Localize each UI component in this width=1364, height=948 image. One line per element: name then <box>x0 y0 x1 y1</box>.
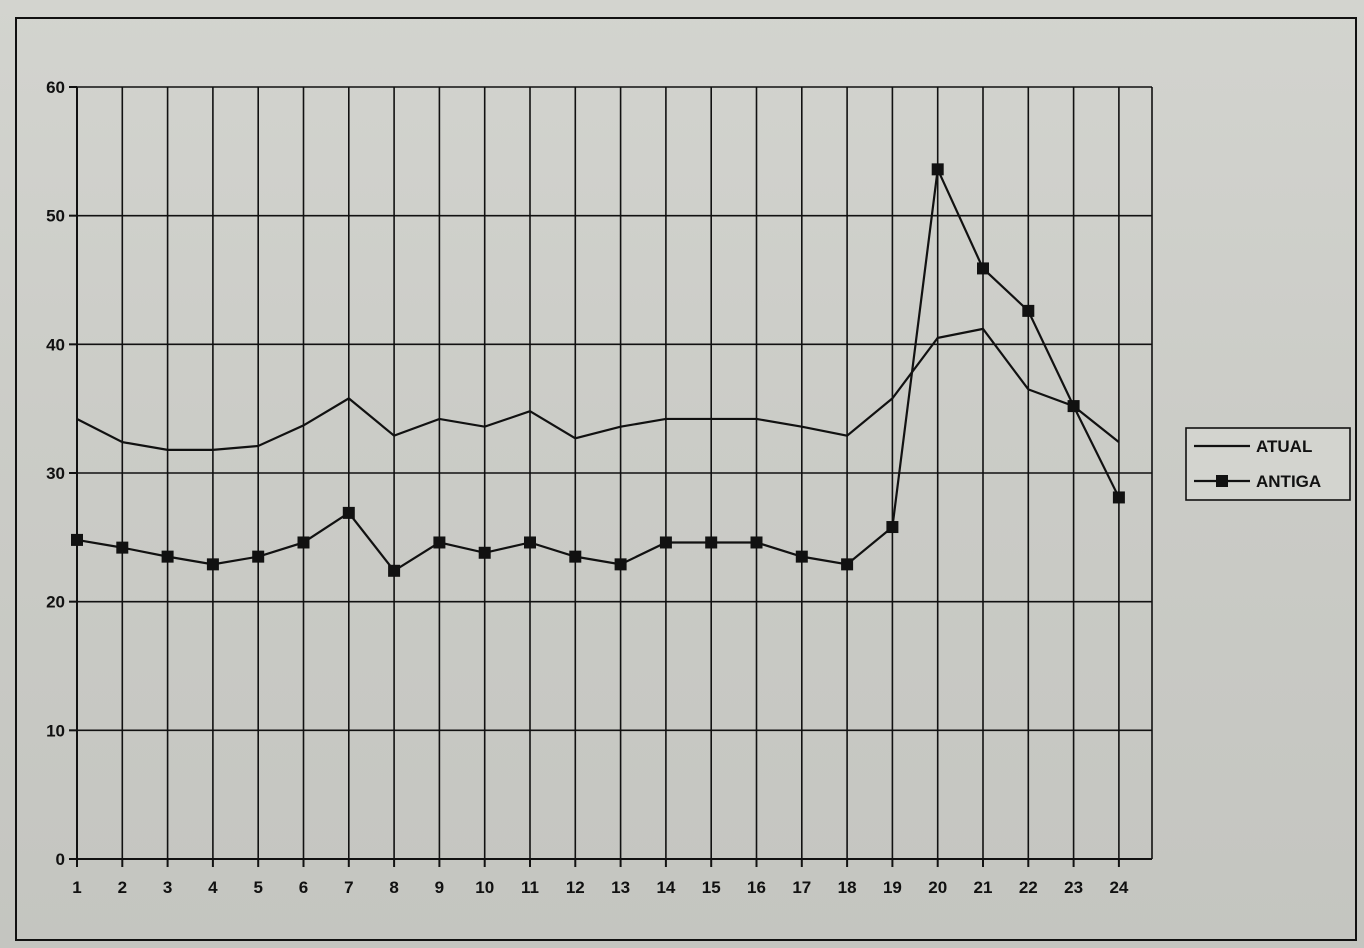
point-antiga-19 <box>886 521 899 534</box>
point-antiga-4 <box>206 558 219 571</box>
point-antiga-2 <box>116 541 129 554</box>
x-tick-label-16: 16 <box>747 878 766 897</box>
series-atual <box>76 327 1120 451</box>
point-antiga-21 <box>977 262 989 275</box>
y-tick-label-40: 40 <box>46 335 65 354</box>
x-tick-label-19: 19 <box>883 878 902 897</box>
legend: ATUAL ANTIGA <box>1185 427 1351 501</box>
point-antiga-18 <box>841 558 854 571</box>
series-line-atual <box>76 327 1120 451</box>
point-antiga-14 <box>659 536 672 549</box>
x-tick-label-20: 20 <box>928 878 947 897</box>
grid <box>76 86 1153 859</box>
legend-swatch-marker-antiga <box>1216 475 1228 487</box>
x-tick-label-21: 21 <box>974 878 993 897</box>
y-tick-label-10: 10 <box>46 721 65 740</box>
x-tick-label-10: 10 <box>475 878 494 897</box>
point-antiga-20 <box>931 163 944 176</box>
legend-label-atual: ATUAL <box>1256 437 1312 456</box>
point-antiga-7 <box>342 506 355 519</box>
y-tick-label-20: 20 <box>46 593 65 612</box>
x-tick-label-2: 2 <box>118 878 127 897</box>
point-antiga-13 <box>614 558 627 571</box>
x-tick-label-17: 17 <box>792 878 811 897</box>
point-antiga-1 <box>71 533 83 546</box>
x-tick-label-7: 7 <box>344 878 353 897</box>
point-antiga-16 <box>750 536 763 549</box>
x-tick-label-13: 13 <box>611 878 630 897</box>
y-tick-label-0: 0 <box>56 850 65 869</box>
y-tick-label-30: 30 <box>46 464 65 483</box>
point-antiga-8 <box>388 564 401 577</box>
chart-frame <box>15 17 1357 941</box>
point-antiga-24 <box>1112 491 1125 504</box>
x-tick-label-8: 8 <box>389 878 398 897</box>
point-antiga-12 <box>569 550 582 563</box>
x-tick-label-9: 9 <box>435 878 444 897</box>
x-tick-label-5: 5 <box>253 878 262 897</box>
point-antiga-6 <box>297 536 310 549</box>
y-axis-ticks: 0 10 20 30 40 50 60 <box>46 78 77 869</box>
point-antiga-23 <box>1067 400 1080 413</box>
x-tick-label-22: 22 <box>1019 878 1038 897</box>
x-axis-ticks: 1 2 3 4 5 6 7 8 9 10 11 12 13 14 15 16 17 18 19 20 21 22 23 24 <box>72 859 1129 897</box>
point-antiga-3 <box>161 550 174 563</box>
y-tick-label-50: 50 <box>46 207 65 226</box>
series-line-antiga <box>76 165 1120 573</box>
point-antiga-15 <box>705 536 718 549</box>
x-tick-label-12: 12 <box>566 878 585 897</box>
point-antiga-5 <box>252 550 265 563</box>
point-antiga-17 <box>795 550 808 563</box>
x-tick-label-6: 6 <box>299 878 308 897</box>
x-tick-label-18: 18 <box>838 878 857 897</box>
series-group <box>71 163 1125 577</box>
point-antiga-9 <box>433 536 446 549</box>
x-tick-label-23: 23 <box>1064 878 1083 897</box>
x-tick-label-14: 14 <box>656 878 675 897</box>
point-antiga-11 <box>524 536 536 549</box>
series-antiga <box>71 163 1125 577</box>
x-tick-label-1: 1 <box>72 878 81 897</box>
point-antiga-10 <box>478 546 491 559</box>
x-tick-label-15: 15 <box>702 878 721 897</box>
legend-box <box>1185 427 1351 501</box>
y-tick-label-60: 60 <box>46 78 65 97</box>
legend-label-antiga: ANTIGA <box>1256 472 1321 491</box>
point-antiga-22 <box>1022 304 1035 317</box>
x-tick-label-4: 4 <box>208 878 218 897</box>
x-tick-label-3: 3 <box>163 878 172 897</box>
x-tick-label-11: 11 <box>521 878 539 897</box>
x-tick-label-24: 24 <box>1109 878 1128 897</box>
